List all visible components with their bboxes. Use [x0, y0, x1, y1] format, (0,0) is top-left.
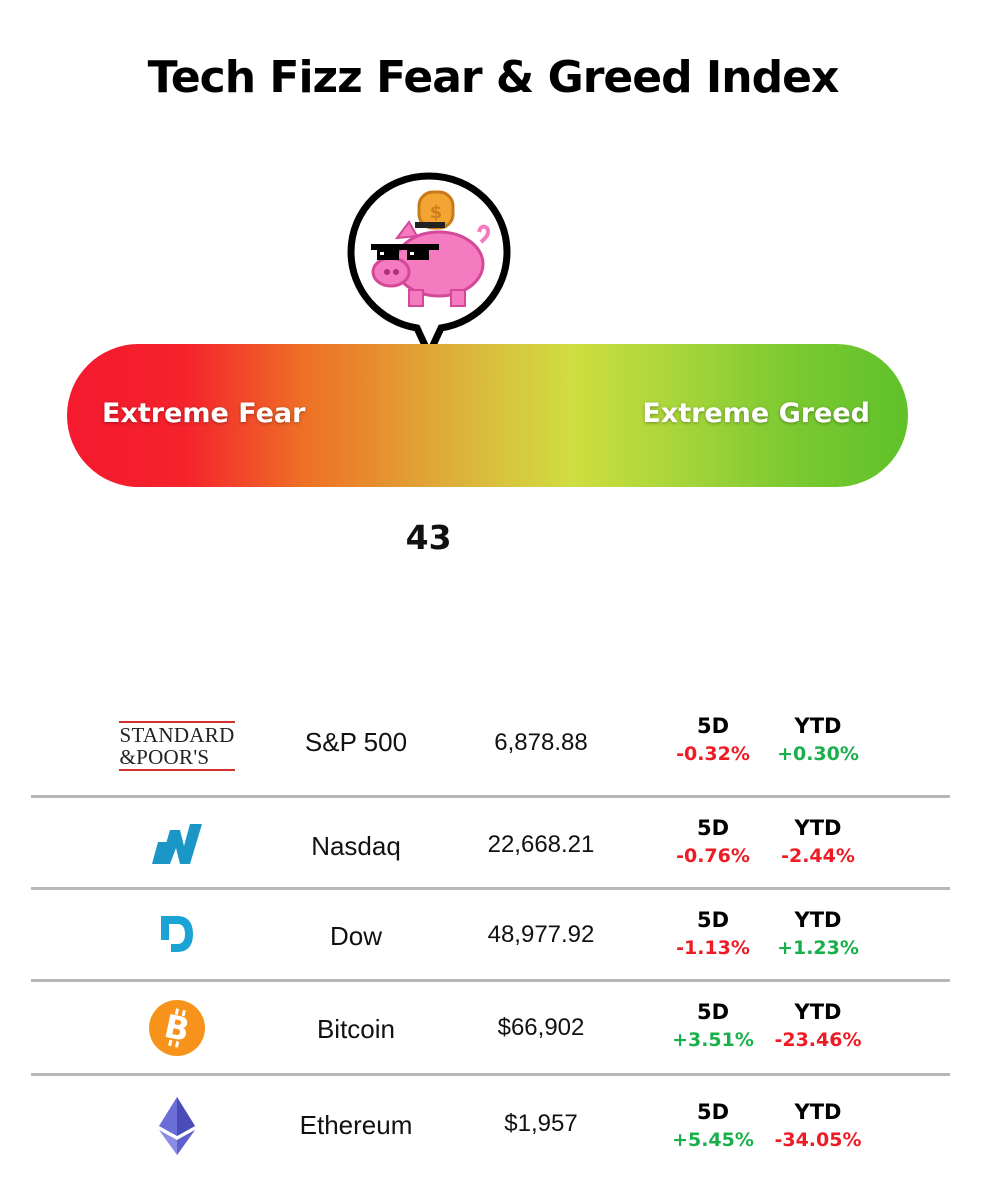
fear-greed-gauge: Extreme Fear Extreme Greed: [67, 344, 908, 487]
stat-5d-label: 5D: [696, 714, 730, 738]
stat-ytd: YTD -2.44%: [763, 814, 873, 870]
row-divider: [31, 795, 950, 798]
market-row-nasdaq: Nasdaq 22,668.21 5D -0.76% YTD -2.44%: [31, 798, 950, 890]
market-row-dow: Dow 48,977.92 5D -1.13% YTD +1.23%: [31, 890, 950, 982]
stat-5d: 5D -0.76%: [658, 814, 768, 870]
markets-table: STANDARD &POOR'S S&P 500 6,878.88 5D -0.…: [31, 696, 950, 1176]
stat-ytd-value: -34.05%: [774, 1129, 862, 1151]
market-row-sp500: STANDARD &POOR'S S&P 500 6,878.88 5D -0.…: [31, 696, 950, 798]
stat-ytd-label: YTD: [794, 1000, 842, 1024]
extreme-greed-label: Extreme Greed: [642, 398, 870, 429]
stat-5d-value: -0.76%: [676, 845, 750, 867]
row-divider: [31, 979, 950, 982]
extreme-fear-label: Extreme Fear: [102, 398, 306, 429]
stat-5d-label: 5D: [696, 908, 730, 932]
market-name: Ethereum: [299, 1110, 413, 1140]
market-price: 22,668.21: [487, 831, 595, 858]
market-name: Nasdaq: [311, 831, 401, 861]
page-title: Tech Fizz Fear & Greed Index: [147, 52, 840, 103]
row-divider: [31, 887, 950, 890]
sp-logo-line2: &POOR'S: [119, 746, 235, 771]
stat-ytd-value: +1.23%: [777, 937, 859, 959]
stat-5d: 5D +5.45%: [658, 1098, 768, 1154]
standard-and-poors-logo: STANDARD &POOR'S: [119, 714, 235, 778]
stat-5d-value: -0.32%: [676, 743, 750, 765]
gauge-pointer: $: [347, 172, 511, 363]
stat-ytd-label: YTD: [794, 908, 842, 932]
market-price: 48,977.92: [487, 921, 595, 948]
dow-logo: [127, 902, 227, 966]
stat-ytd: YTD -34.05%: [763, 1098, 873, 1154]
stat-ytd: YTD +0.30%: [763, 712, 873, 768]
stat-ytd: YTD +1.23%: [763, 906, 873, 962]
stat-5d: 5D -1.13%: [658, 906, 768, 962]
market-name: Dow: [329, 921, 382, 951]
bitcoin-logo: B: [127, 996, 227, 1060]
stat-5d-value: +3.51%: [672, 1029, 754, 1051]
stat-5d-label: 5D: [696, 1000, 730, 1024]
nasdaq-logo: [127, 812, 227, 876]
row-divider: [31, 1073, 950, 1076]
stat-5d-value: -1.13%: [676, 937, 750, 959]
market-row-ethereum: Ethereum $1,957 5D +5.45% YTD -34.05%: [31, 1076, 950, 1176]
market-name: S&P 500: [304, 727, 408, 757]
stat-ytd: YTD -23.46%: [763, 998, 873, 1054]
stat-5d-label: 5D: [696, 1100, 730, 1124]
market-name: Bitcoin: [316, 1014, 396, 1044]
index-value: 43: [405, 518, 452, 557]
stat-5d: 5D +3.51%: [658, 998, 768, 1054]
stat-ytd-value: -23.46%: [774, 1029, 862, 1051]
stat-ytd-label: YTD: [794, 1100, 842, 1124]
stat-5d: 5D -0.32%: [658, 712, 768, 768]
market-row-bitcoin: B Bitcoin $66,902 5D +3.51% YTD -23.46%: [31, 982, 950, 1076]
sp-logo-line1: STANDARD: [119, 721, 235, 747]
ethereum-logo: [127, 1094, 227, 1158]
market-price: 6,878.88: [494, 729, 588, 756]
stat-5d-label: 5D: [696, 816, 730, 840]
stat-ytd-value: +0.30%: [777, 743, 859, 765]
stat-ytd-value: -2.44%: [781, 845, 855, 867]
market-price: $66,902: [497, 1014, 585, 1041]
svg-text:$: $: [429, 202, 442, 223]
stat-ytd-label: YTD: [794, 816, 842, 840]
stat-5d-value: +5.45%: [672, 1129, 754, 1151]
stat-ytd-label: YTD: [794, 714, 842, 738]
piggy-bank-with-sunglasses-icon: $: [370, 190, 490, 307]
market-price: $1,957: [504, 1110, 578, 1137]
